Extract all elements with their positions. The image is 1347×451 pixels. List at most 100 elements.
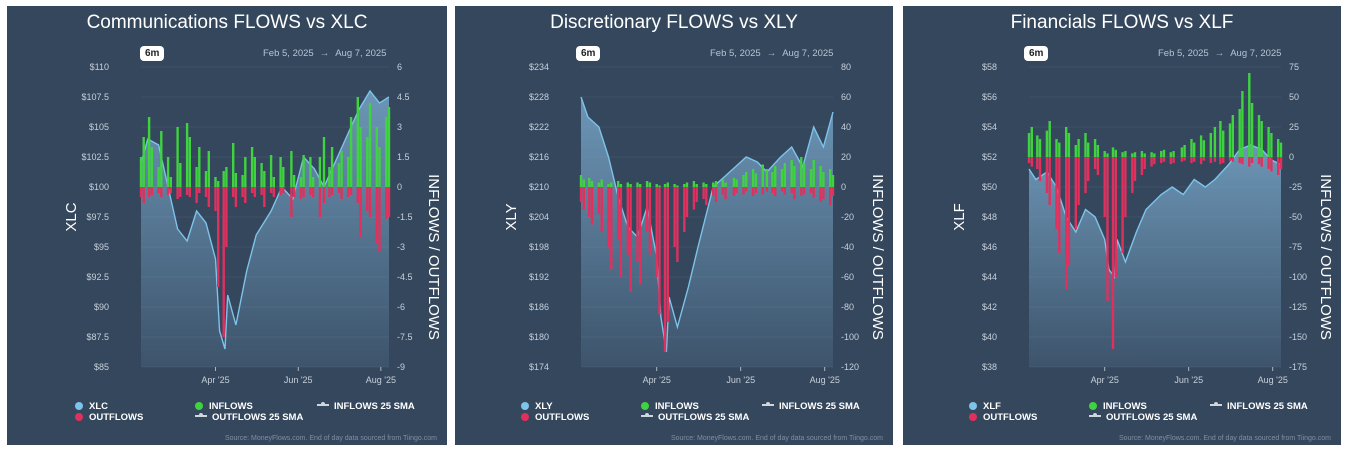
outflow-bar <box>648 187 652 255</box>
chart-legend: XLF OUTFLOWS INFLOWS OUTFLOWS 25 SMA INF… <box>903 401 1341 431</box>
legend-inflows-sma[interactable]: INFLOWS 25 SMA <box>762 401 860 412</box>
inflow-bar <box>385 117 388 187</box>
outflow-bar <box>150 187 153 195</box>
x-tick-label: Aug '25 <box>366 375 396 385</box>
inflow-bar <box>673 184 676 187</box>
legend-inflows[interactable]: INFLOWS <box>1089 401 1147 412</box>
right-tick-label: 0 <box>1289 152 1294 162</box>
range-selector-button[interactable]: 6m <box>1024 46 1049 61</box>
inflow-bar <box>1084 133 1087 157</box>
inflow-bar <box>742 175 745 187</box>
outflow-bar <box>207 187 210 207</box>
date-range[interactable]: Feb 5, 2025 → Aug 7, 2025 <box>710 48 833 59</box>
legend-outflows-sma[interactable]: OUTFLOWS 25 SMA <box>641 412 749 423</box>
x-tick-label: Apr '25 <box>643 375 671 385</box>
inflow-bar <box>648 182 652 187</box>
right-tick-label: 20 <box>841 152 851 162</box>
inflow-bar <box>636 182 639 187</box>
outflow-bar <box>780 187 784 192</box>
outflow-bar <box>318 187 322 217</box>
inflow-bar <box>222 171 225 187</box>
left-tick-label: $234 <box>529 62 549 72</box>
inflow-bar <box>302 155 305 187</box>
left-tick-label: $110 <box>90 62 109 72</box>
sma-line-icon <box>1089 413 1101 417</box>
legend-ticker[interactable]: XLY <box>521 401 553 412</box>
outflow-bar <box>607 187 610 247</box>
outflow-bar <box>1219 157 1222 165</box>
left-tick-label: $186 <box>529 302 549 312</box>
chart-title: Discretionary FLOWS vs XLY <box>550 12 798 33</box>
inflow-bar <box>1199 135 1203 157</box>
outflow-bar <box>655 187 658 277</box>
right-tick-label: -100 <box>841 332 859 342</box>
outflow-bar <box>629 187 632 292</box>
outflow-bar <box>1058 157 1061 253</box>
outflow-bar <box>1169 157 1172 165</box>
outflow-bar <box>366 187 369 211</box>
inflow-bar <box>309 157 312 187</box>
legend-inflows-sma[interactable]: INFLOWS 25 SMA <box>1210 401 1308 412</box>
left-tick-label: $85 <box>94 362 109 372</box>
legend-ticker[interactable]: XLF <box>969 401 1001 412</box>
inflow-bar <box>1030 127 1033 157</box>
legend-ticker[interactable]: XLC <box>75 401 108 412</box>
date-range[interactable]: Feb 5, 2025 → Aug 7, 2025 <box>263 48 386 59</box>
left-tick-label: $42 <box>982 302 997 312</box>
legend-outflows[interactable]: OUTFLOWS <box>969 412 1037 423</box>
legend-ticker-label: XLC <box>89 401 108 412</box>
inflow-bar <box>721 179 724 187</box>
inflow-bar <box>349 117 353 187</box>
outflow-bar <box>1096 157 1100 175</box>
outflow-bar <box>1074 157 1077 229</box>
outflow-bar <box>610 187 613 270</box>
outflow-bar <box>195 187 198 203</box>
legend-outflows-sma[interactable]: OUTFLOWS 25 SMA <box>1089 412 1197 423</box>
outflow-bar <box>142 187 145 203</box>
inflow-bar <box>272 177 275 187</box>
inflow-bar <box>676 185 679 187</box>
left-tick-label: $210 <box>529 182 549 192</box>
outflow-bar <box>139 187 143 197</box>
inflow-bar <box>1036 135 1039 157</box>
inflow-bar <box>253 157 256 187</box>
inflow-bar <box>1267 127 1270 157</box>
outflow-bar <box>745 187 748 192</box>
inflow-bar <box>176 127 179 187</box>
outflow-bar <box>712 187 715 196</box>
date-start: Feb 5, 2025 <box>1158 48 1209 59</box>
x-tick-label: Jun '25 <box>284 375 313 385</box>
inflow-bar <box>157 167 160 187</box>
legend-outflows[interactable]: OUTFLOWS <box>75 412 143 423</box>
price-line <box>140 89 390 350</box>
right-tick-label: 50 <box>1289 92 1299 102</box>
legend-inflows[interactable]: INFLOWS <box>641 401 699 412</box>
right-tick-label: 60 <box>841 92 851 102</box>
inflow-bar <box>582 179 585 187</box>
outflow-bar <box>263 187 266 207</box>
outflow-bar <box>169 187 172 193</box>
outflow-bar <box>1222 157 1225 163</box>
legend-outflows[interactable]: OUTFLOWS <box>521 412 589 423</box>
left-tick-label: $107.5 <box>81 92 109 102</box>
legend-inflows-sma[interactable]: INFLOWS 25 SMA <box>317 401 415 412</box>
inflow-bar <box>1106 153 1109 157</box>
date-range[interactable]: Feb 5, 2025 → Aug 7, 2025 <box>1158 48 1281 59</box>
outflow-bar <box>166 187 170 195</box>
inflow-bar <box>1172 151 1175 157</box>
legend-inflows[interactable]: INFLOWS <box>195 401 253 412</box>
outflow-bar <box>1111 157 1115 349</box>
ticker-dot-icon <box>75 402 83 410</box>
outflow-bar <box>1199 157 1203 165</box>
right-tick-label: -3 <box>397 242 405 252</box>
range-selector-button[interactable]: 6m <box>576 46 601 61</box>
outflow-bar <box>378 187 381 251</box>
range-selector-button[interactable]: 6m <box>140 46 165 61</box>
left-tick-label: $97.5 <box>86 212 109 222</box>
inflow-bar <box>666 182 669 187</box>
outflow-bar <box>198 187 201 193</box>
outflow-bar <box>735 187 738 193</box>
legend-outflows-sma[interactable]: OUTFLOWS 25 SMA <box>195 412 303 423</box>
right-tick-label: 6 <box>397 62 402 72</box>
inflow-bar <box>1058 142 1061 157</box>
